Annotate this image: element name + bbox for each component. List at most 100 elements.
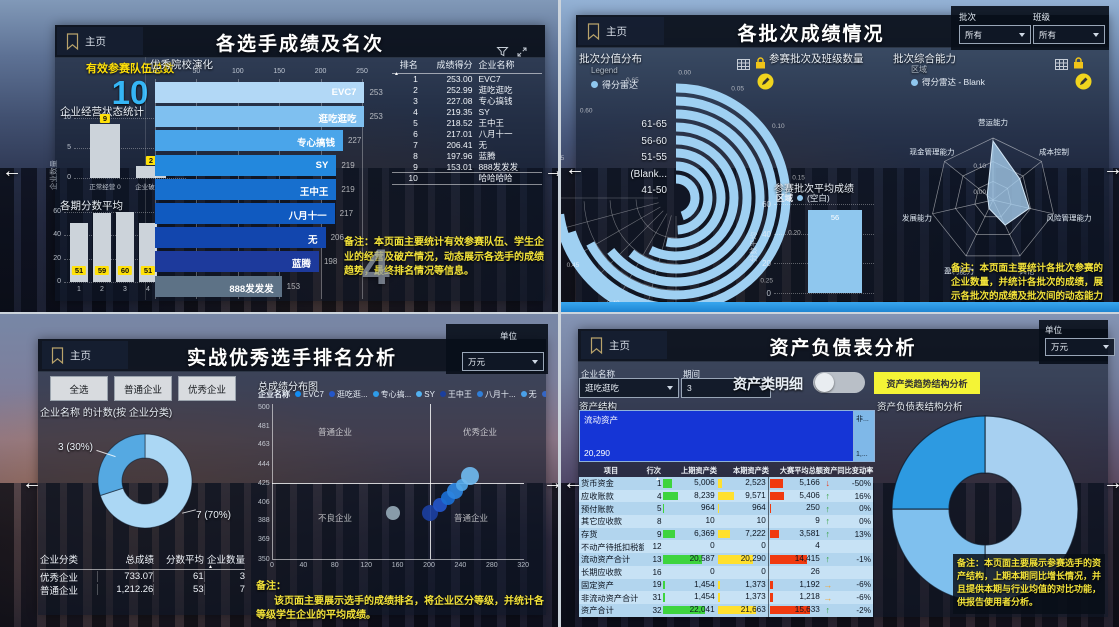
table-row[interactable]: 应收账款 4 8,239 9,571 5,406 ↑ 16% bbox=[579, 489, 873, 503]
bar[interactable] bbox=[155, 203, 335, 224]
legend-item[interactable]: 王中王 bbox=[439, 389, 472, 400]
filter-icon[interactable] bbox=[496, 44, 509, 62]
bar[interactable] bbox=[155, 130, 343, 152]
filter-class-select[interactable]: 所有 bbox=[1033, 25, 1105, 44]
column-header[interactable]: 行次 bbox=[646, 465, 661, 475]
filter-batch-select[interactable]: 所有 bbox=[959, 25, 1031, 44]
table-row[interactable]: 9 153.01 888发发发 bbox=[392, 161, 542, 174]
table-row[interactable]: 10 哈哈哈哈 bbox=[392, 173, 542, 185]
trend-structure-button[interactable]: 资产类趋势结构分析 bbox=[874, 372, 980, 394]
bar[interactable] bbox=[808, 209, 862, 293]
nav-right-arrow[interactable]: → bbox=[1103, 158, 1119, 180]
radial-bar[interactable] bbox=[607, 109, 765, 287]
school-evolution-bar-chart[interactable]: 0 50 100 150 200 250 EVC7 253 逛吃逛吃 253 专心搞钱 227 SY 21… bbox=[150, 68, 405, 302]
column-header[interactable]: 本期资产类 bbox=[733, 465, 769, 475]
radial-bar[interactable] bbox=[586, 96, 778, 300]
nav-left-arrow[interactable]: ← bbox=[563, 472, 583, 494]
table-row[interactable]: 不动产待抵扣税额 12 0 0 4 bbox=[579, 540, 873, 554]
lock-icon[interactable] bbox=[755, 56, 766, 74]
legend-item[interactable]: 逛吃逛... bbox=[328, 389, 368, 400]
nav-left-arrow[interactable]: ← bbox=[22, 472, 42, 494]
column-header[interactable]: 企业分类 bbox=[40, 555, 79, 566]
nav-left-arrow[interactable]: ← bbox=[2, 160, 22, 182]
lock-icon[interactable] bbox=[1073, 56, 1084, 74]
company-filter-select[interactable]: 逛吃逛吃 bbox=[579, 378, 679, 398]
focus-mode-icon[interactable] bbox=[517, 44, 527, 62]
legend-item[interactable]: EVC7 bbox=[295, 390, 324, 399]
table-row[interactable]: 8 197.96 蓝腾 bbox=[392, 150, 542, 161]
donut-segment[interactable] bbox=[99, 433, 193, 529]
nav-left-arrow[interactable]: ← bbox=[565, 158, 585, 180]
radar-area[interactable] bbox=[986, 139, 1030, 226]
donut-segment[interactable] bbox=[97, 433, 146, 497]
bar[interactable] bbox=[155, 251, 319, 273]
table-row[interactable]: 其它应收款 8 10 10 9 ↑ 0% bbox=[579, 515, 873, 528]
column-header[interactable]: 排名 bbox=[399, 60, 418, 70]
table-row[interactable]: 优秀企业 733.07 61 3 bbox=[40, 570, 245, 584]
category-summary-table[interactable]: 企业分类 总成绩 分数平均 企业数量 ▲ 优秀企业 733.07 61 3 普通企业 1,212.2… bbox=[40, 552, 245, 597]
grid-icon[interactable] bbox=[1055, 57, 1068, 75]
table-row[interactable]: 5 218.52 王中王 bbox=[392, 118, 542, 129]
ops-bar-chart[interactable]: 10 5 0 9 正常经营 0 2 企业破产 0 bbox=[56, 114, 188, 198]
edit-pencil-icon[interactable] bbox=[757, 73, 774, 95]
radial-bar[interactable] bbox=[665, 148, 726, 248]
table-row[interactable]: 3 227.08 专心搞钱 bbox=[392, 96, 542, 107]
bar[interactable] bbox=[155, 275, 282, 297]
radial-bar[interactable] bbox=[648, 135, 739, 261]
bar[interactable] bbox=[116, 212, 134, 282]
table-row[interactable]: 预付账款 5 964 964 250 ↑ 0% bbox=[579, 502, 873, 516]
column-header[interactable]: 成绩得分 bbox=[436, 60, 473, 70]
asset-detail-toggle[interactable] bbox=[813, 372, 865, 393]
home-tab[interactable]: 主页 bbox=[581, 331, 667, 359]
table-row[interactable]: 1 253.00 EVC7 bbox=[392, 74, 542, 85]
unit-select[interactable]: 万元 bbox=[1045, 338, 1115, 356]
balance-sheet-table[interactable]: 项目 行次 上期资产类 本期资产类 大赛平均总额 资产同比变动率 ▲ 货币资金 1 5,006 2,… bbox=[579, 464, 873, 617]
column-header[interactable]: 上期资产类 bbox=[681, 465, 717, 475]
radial-bar[interactable] bbox=[675, 174, 700, 221]
unit-select[interactable]: 万元 bbox=[462, 352, 544, 371]
legend-item[interactable]: 专心搞... bbox=[372, 389, 411, 400]
ranking-table[interactable]: 排名 成绩得分 企业名称 ▲ 1 253.00 EVC7 2 252.99 逛吃逛吃 3 227.08… bbox=[392, 58, 542, 200]
scatter-point[interactable] bbox=[460, 466, 479, 485]
bar[interactable] bbox=[90, 124, 120, 178]
legend-item[interactable]: 蓝腾 bbox=[541, 389, 546, 400]
table-row[interactable]: 2 252.99 逛吃逛吃 bbox=[392, 85, 542, 96]
edit-pencil-icon[interactable] bbox=[1075, 73, 1092, 95]
legend-item[interactable]: 八月十... bbox=[476, 389, 516, 400]
bar[interactable] bbox=[155, 178, 337, 200]
nav-right-arrow[interactable]: → bbox=[544, 160, 558, 182]
table-row[interactable]: 4 219.35 SY bbox=[392, 107, 542, 118]
bottom-scroll-strip[interactable] bbox=[561, 302, 1119, 312]
column-header[interactable]: 资产同比变动率 bbox=[823, 465, 874, 475]
home-tab[interactable]: 主页 bbox=[57, 27, 143, 55]
radial-legend-item[interactable]: 得分雷达 bbox=[591, 78, 638, 91]
scatter-point[interactable] bbox=[385, 506, 400, 521]
grid-icon[interactable] bbox=[737, 57, 750, 75]
radial-bar[interactable] bbox=[675, 161, 713, 235]
table-row[interactable]: 流动资产合计 13 20,587 20,290 14,415 ↑ -1% bbox=[579, 553, 873, 566]
table-row[interactable]: 存货 9 6,369 7,222 3,581 ↑ 13% bbox=[579, 527, 873, 541]
table-row[interactable]: 非流动资产合计 31 1,454 1,373 1,218 → -6% bbox=[579, 591, 873, 604]
score-distribution-scatter[interactable]: 500 481 463 444 425 406 388 369 350 0 40 80 120 160 20… bbox=[258, 400, 544, 572]
bar[interactable] bbox=[155, 82, 365, 103]
column-header[interactable]: 企业名称 bbox=[478, 60, 515, 70]
column-header[interactable]: 分数平均 bbox=[165, 555, 204, 566]
column-header[interactable]: 总成绩 bbox=[125, 555, 154, 566]
table-row[interactable]: 资产合计 32 22,041 21,663 15,633 ↑ -2% bbox=[579, 603, 873, 617]
table-row[interactable]: 7 206.41 无 bbox=[392, 139, 542, 150]
bar[interactable] bbox=[155, 154, 337, 176]
column-header[interactable]: 项目 bbox=[603, 465, 619, 475]
table-row[interactable]: 普通企业 1,212.26 53 7 bbox=[40, 583, 245, 597]
table-row[interactable]: 6 217.01 八月十一 bbox=[392, 128, 542, 139]
batch-average-bar-chart[interactable]: 60 40 20 0 56 bbox=[756, 200, 876, 300]
donut-segment[interactable] bbox=[891, 415, 986, 510]
radial-bar[interactable] bbox=[628, 122, 752, 274]
period-avg-bar-chart[interactable]: 60 40 20 0 51 1 59 2 60 3 51 4 bbox=[44, 208, 174, 302]
radial-bar[interactable] bbox=[567, 83, 791, 312]
button-normal-company[interactable]: 普通企业 bbox=[114, 376, 172, 401]
bar[interactable] bbox=[155, 227, 326, 249]
home-tab[interactable]: 主页 bbox=[42, 341, 128, 369]
home-tab[interactable]: 主页 bbox=[578, 17, 664, 45]
